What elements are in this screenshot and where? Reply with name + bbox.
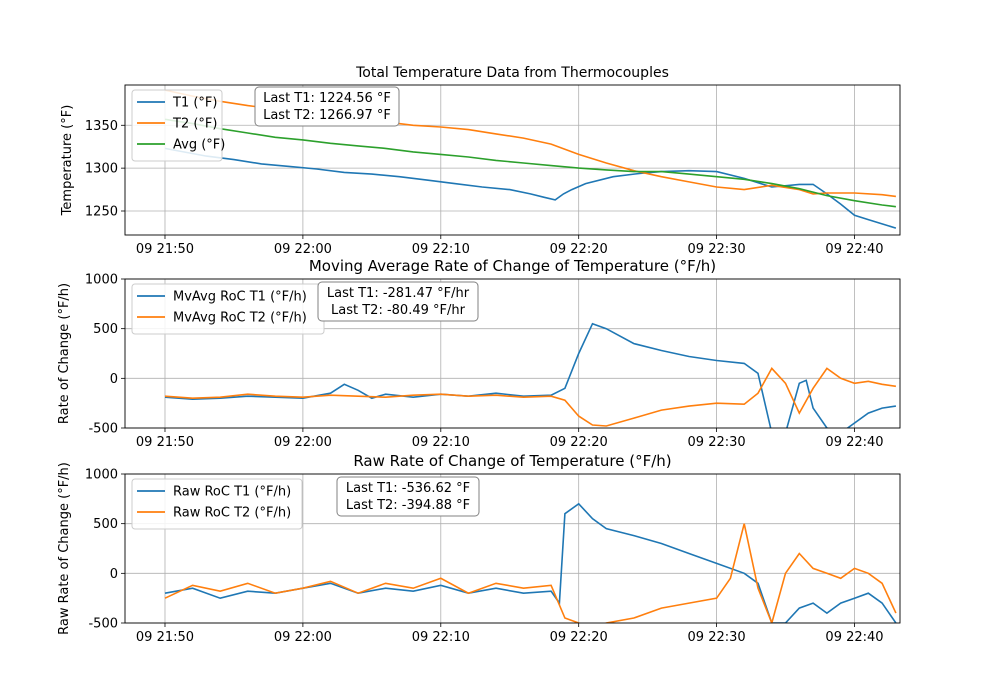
x-tick-label: 09 21:50 — [136, 242, 194, 257]
x-tick-label: 09 21:50 — [136, 630, 194, 645]
legend-entry: Avg (°F) — [173, 138, 225, 153]
x-tick-label: 09 22:30 — [688, 435, 746, 450]
plot-frame — [124, 84, 901, 236]
legend: T1 (°F) T2 (°F) Avg (°F) — [131, 89, 225, 162]
y-tick-label: 1350 — [85, 119, 118, 134]
x-tick-label: 09 22:20 — [550, 242, 608, 257]
legend: MvAvg RoC T1 (°F/h) MvAvg RoC T2 (°F/h) — [131, 283, 325, 335]
last-values-annotation: Last T1: -536.62 °F Last T2: -394.88 °F — [336, 476, 480, 517]
y-tick-label: 1250 — [85, 205, 118, 220]
x-tick-label: 09 22:10 — [412, 242, 470, 257]
x-tick-label: 09 22:00 — [274, 435, 332, 450]
series-line-2 — [164, 523, 897, 623]
annotation-box — [317, 281, 479, 322]
chart-title: Moving Average Rate of Change of Tempera… — [309, 257, 716, 275]
chart-panel-3: 09 21:50 09 22:00 09 22:10 09 22:20 09 22:30… — [57, 452, 901, 645]
y-tick-label: -500 — [88, 422, 118, 437]
annotation-line: Last T1: -281.47 °F/hr — [327, 286, 470, 301]
series-line-3 — [164, 118, 896, 208]
y-tick-label: 1000 — [85, 468, 118, 483]
annotation-line: Last T2: 1266.97 °F — [263, 108, 391, 123]
legend-entry: MvAvg RoC T1 (°F/h) — [173, 290, 307, 305]
x-tick-label: 09 22:40 — [825, 630, 883, 645]
y-tick-label: -500 — [88, 617, 118, 632]
x-tick-label: 09 22:30 — [688, 630, 746, 645]
last-values-annotation: Last T1: 1224.56 °F Last T2: 1266.97 °F — [254, 86, 400, 127]
legend-entry: Raw RoC T2 (°F/h) — [173, 506, 291, 521]
chart-panel-1: 09 21:50 09 22:00 09 22:10 09 22:20 09 22:30… — [60, 65, 901, 257]
legend: Raw RoC T1 (°F/h) Raw RoC T2 (°F/h) — [131, 478, 303, 530]
annotation-line: Last T2: -80.49 °F/hr — [331, 303, 466, 318]
chart-title: Total Temperature Data from Thermocouple… — [355, 65, 669, 81]
y-tick-label: 1300 — [85, 162, 118, 177]
legend-entry: T2 (°F) — [172, 117, 217, 132]
series-line-1 — [164, 502, 897, 623]
x-tick-label: 09 22:10 — [412, 435, 470, 450]
x-tick-label: 09 22:00 — [274, 242, 332, 257]
series-line-1 — [164, 322, 897, 428]
y-tick-label: 500 — [93, 517, 118, 532]
annotation-line: Last T1: 1224.56 °F — [263, 91, 391, 106]
y-axis-label: Rate of Change (°F/h) — [57, 283, 72, 424]
chart-panel-2: 09 21:50 09 22:00 09 22:10 09 22:20 09 22:30… — [57, 257, 901, 450]
x-tick-label: 09 22:20 — [550, 435, 608, 450]
legend-entry: MvAvg RoC T2 (°F/h) — [173, 311, 307, 326]
x-tick-label: 09 22:20 — [550, 630, 608, 645]
annotation-line: Last T1: -536.62 °F — [346, 481, 470, 496]
legend-box — [131, 478, 303, 530]
series-line-2 — [164, 367, 897, 427]
last-values-annotation: Last T1: -281.47 °F/hr Last T2: -80.49 °F… — [317, 281, 479, 322]
x-tick-label: 09 22:10 — [412, 630, 470, 645]
y-tick-label: 0 — [110, 567, 118, 582]
x-tick-label: 09 22:40 — [825, 242, 883, 257]
y-tick-label: 1000 — [85, 273, 118, 288]
y-axis-label: Temperature (°F) — [60, 105, 75, 217]
annotation-box — [336, 476, 480, 517]
x-tick-label: 09 21:50 — [136, 435, 194, 450]
annotation-box — [254, 86, 400, 127]
x-tick-label: 09 22:30 — [688, 242, 746, 257]
annotation-line: Last T2: -394.88 °F — [346, 498, 470, 513]
chart-title: Raw Rate of Change of Temperature (°F/h) — [353, 452, 671, 470]
legend-entry: Raw RoC T1 (°F/h) — [173, 485, 291, 500]
plot-frame — [124, 278, 901, 429]
x-tick-label: 09 22:00 — [274, 630, 332, 645]
x-tick-label: 09 22:40 — [825, 435, 883, 450]
y-tick-label: 500 — [93, 322, 118, 337]
series-line-1 — [164, 147, 897, 229]
legend-entry: T1 (°F) — [172, 96, 217, 111]
y-axis-label: Raw Rate of Change (°F/h) — [57, 462, 72, 635]
plot-frame — [124, 473, 901, 624]
y-tick-label: 0 — [110, 372, 118, 387]
